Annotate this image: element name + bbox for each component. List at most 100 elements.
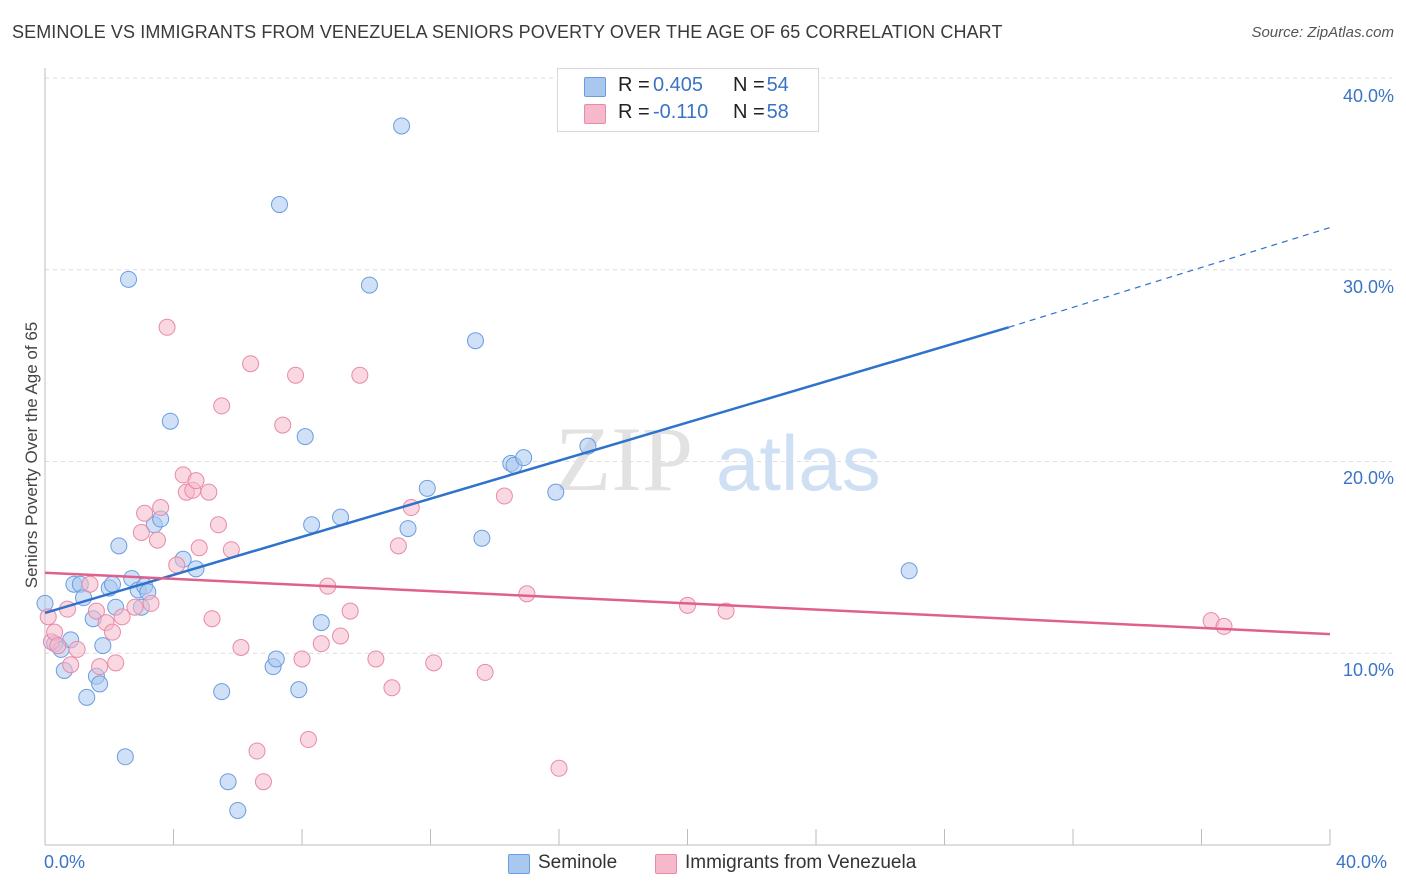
- venezuela-point: [126, 598, 144, 616]
- seminole-point: [271, 196, 289, 214]
- venezuela-point: [717, 602, 735, 620]
- seminole-point: [515, 449, 533, 467]
- venezuela-point: [351, 366, 369, 384]
- y-tick-label: 10.0%: [1342, 660, 1394, 680]
- venezuela-point: [425, 654, 443, 672]
- seminole-point: [360, 276, 378, 294]
- venezuela-trend-line: [44, 571, 1331, 636]
- venezuela-point: [168, 556, 186, 574]
- legend-r-value: -0.110: [653, 101, 709, 123]
- seminole-point: [120, 270, 138, 288]
- y-tick-label: 30.0%: [1342, 277, 1394, 297]
- venezuela-point: [495, 487, 513, 505]
- y-axis-label: Seniors Poverty Over the Age of 65: [22, 321, 41, 589]
- seminole-point: [290, 681, 308, 699]
- venezuela-point: [254, 773, 272, 791]
- seminole-point: [418, 479, 436, 497]
- seminole-trend-extension: [1008, 226, 1331, 328]
- chart-title: SEMINOLE VS IMMIGRANTS FROM VENEZUELA SE…: [12, 22, 1003, 42]
- venezuela-point: [103, 623, 121, 641]
- venezuela-point: [274, 416, 292, 434]
- y-tick-label: 20.0%: [1342, 468, 1394, 488]
- correlation-legend: R = 0.405 N = 54 R = -0.110 N = 58: [557, 68, 819, 132]
- legend-n-label: N =: [733, 74, 765, 96]
- venezuela-point: [550, 759, 568, 777]
- legend-swatch-seminole: [508, 854, 530, 874]
- seminole-point: [312, 614, 330, 632]
- seminole-point: [393, 117, 411, 135]
- venezuela-point: [242, 355, 260, 373]
- venezuela-point: [299, 731, 317, 749]
- legend-r-label: R =: [618, 74, 650, 96]
- legend-r-label: R =: [618, 101, 650, 123]
- venezuela-point: [132, 523, 150, 541]
- seminole-point: [78, 688, 96, 706]
- venezuela-point: [81, 575, 99, 593]
- source-label: Source: ZipAtlas.com: [1251, 24, 1394, 41]
- venezuela-point: [200, 483, 218, 501]
- venezuela-point: [152, 499, 170, 517]
- y-tick-label: 40.0%: [1342, 86, 1394, 106]
- legend-n-value: 54: [766, 74, 789, 96]
- seminole-point: [267, 650, 285, 668]
- venezuela-point: [148, 531, 166, 549]
- seminole-point: [219, 773, 237, 791]
- venezuela-point: [248, 742, 266, 760]
- venezuela-point: [91, 658, 109, 676]
- seminole-point: [547, 483, 565, 501]
- venezuela-point: [389, 537, 407, 555]
- venezuela-point: [39, 608, 57, 626]
- venezuela-point: [87, 602, 105, 620]
- venezuela-point: [518, 585, 536, 603]
- seminole-point: [303, 516, 321, 534]
- venezuela-point: [107, 654, 125, 672]
- venezuela-point: [679, 596, 696, 614]
- legend-n-value: 58: [766, 101, 789, 123]
- seminole-point: [473, 529, 491, 547]
- venezuela-point: [232, 638, 250, 656]
- venezuela-point: [367, 650, 385, 668]
- venezuela-point: [158, 318, 176, 336]
- venezuela-point: [312, 635, 330, 653]
- legend-swatch-venezuela: [655, 854, 677, 874]
- legend-label: Immigrants from Venezuela: [685, 852, 917, 873]
- venezuela-point: [49, 637, 67, 655]
- venezuela-point: [136, 504, 154, 522]
- trend-lines: [44, 226, 1331, 636]
- venezuela-point: [190, 539, 208, 557]
- venezuela-point: [213, 397, 231, 415]
- venezuela-point: [383, 679, 401, 697]
- seminole-point: [296, 428, 314, 446]
- seminole-trend-line: [44, 326, 1010, 615]
- legend-n-label: N =: [733, 101, 765, 123]
- venezuela-point: [142, 594, 160, 612]
- seminole-point: [466, 332, 484, 350]
- legend-swatch-venezuela: [584, 104, 606, 124]
- seminole-point: [399, 520, 417, 538]
- venezuela-point: [187, 472, 205, 490]
- venezuela-point: [1215, 617, 1233, 635]
- seminole-point: [110, 537, 128, 555]
- venezuela-point: [341, 602, 359, 620]
- venezuela-point: [476, 663, 494, 681]
- venezuela-point: [293, 650, 311, 668]
- gridlines: [44, 68, 1392, 846]
- venezuela-point: [68, 640, 86, 658]
- venezuela-point: [332, 627, 350, 645]
- seminole-point: [900, 562, 918, 580]
- data-points: [36, 117, 1233, 819]
- seminole-point: [229, 801, 247, 819]
- venezuela-point: [62, 656, 80, 674]
- legend-r-value: 0.405: [653, 74, 704, 96]
- legend-label: Seminole: [538, 852, 618, 873]
- x-tick-label: 40.0%: [1336, 852, 1388, 872]
- watermark-zip: ZIP: [555, 408, 693, 510]
- x-tick-label: 0.0%: [44, 852, 86, 872]
- seminole-point: [213, 683, 231, 701]
- seminole-point: [91, 675, 109, 693]
- venezuela-point: [287, 366, 305, 384]
- seminole-point: [116, 748, 134, 766]
- legend-swatch-seminole: [584, 77, 606, 97]
- seminole-point: [103, 575, 121, 593]
